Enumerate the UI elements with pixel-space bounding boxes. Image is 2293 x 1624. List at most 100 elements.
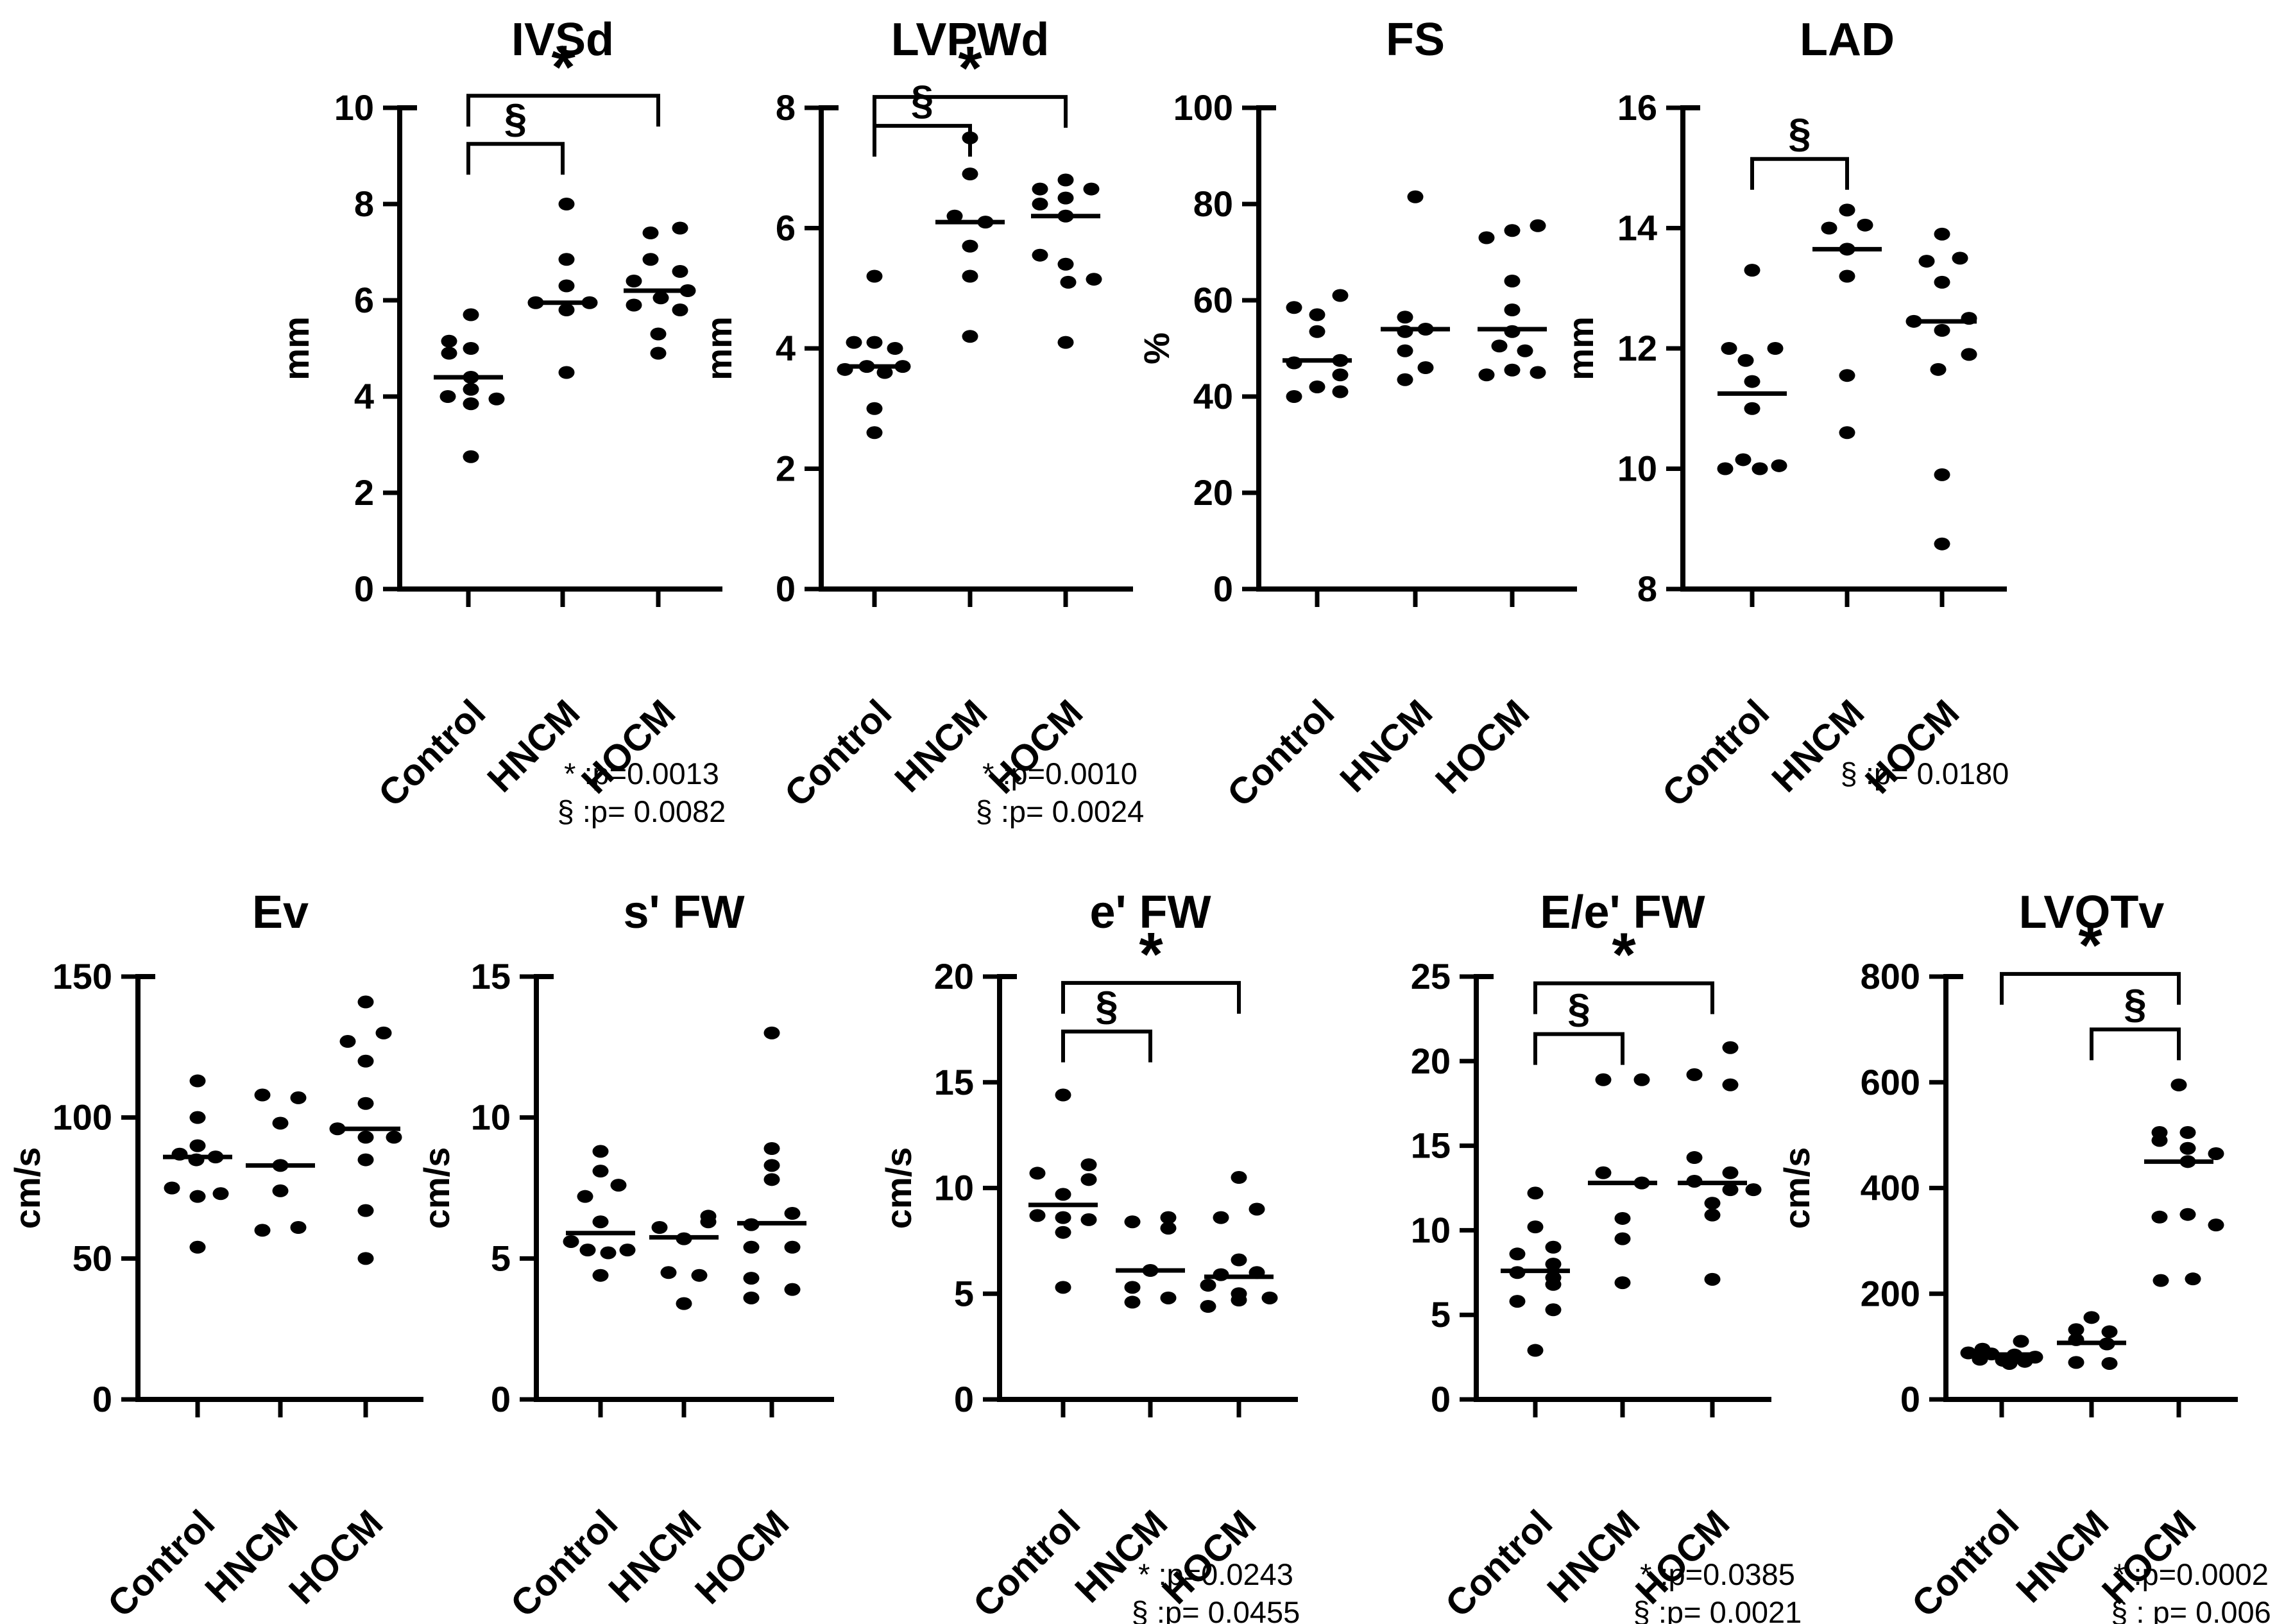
data-point [626, 298, 642, 312]
data-point [1124, 1295, 1141, 1309]
data-point [1839, 426, 1855, 440]
data-point [1744, 375, 1760, 388]
y-axis-label: cm/s [7, 1147, 47, 1229]
data-point [1509, 1247, 1526, 1261]
y-tick-label: 5 [491, 1238, 511, 1278]
data-point [2208, 1147, 2224, 1160]
y-axis [997, 974, 1017, 1399]
data-point [1722, 1078, 1739, 1091]
data-point [1407, 190, 1424, 203]
data-point [1527, 1344, 1544, 1357]
chart-LVOTv: LVOTv0200400600800cm/sControlHNCMHOCM*§*… [1777, 887, 2271, 1624]
data-point [1080, 1213, 1097, 1226]
data-point [439, 390, 456, 403]
data-point [1614, 1276, 1631, 1290]
data-point [1124, 1215, 1141, 1229]
data-point [650, 327, 667, 341]
data-point [1029, 1209, 1046, 1222]
category-label: HOCM [1428, 692, 1537, 801]
y-tick-label: 0 [491, 1379, 511, 1419]
data-point [1080, 1158, 1097, 1172]
y-tick-label: 60 [1193, 280, 1233, 320]
data-point [1080, 1173, 1097, 1186]
y-axis [1680, 105, 1700, 589]
y-tick-label: 0 [1900, 1379, 1920, 1419]
data-point [1086, 273, 1102, 286]
y-axis-label: cm/s [1777, 1147, 1817, 1229]
sig-symbol: * [2078, 911, 2102, 980]
data-point [1721, 342, 1737, 355]
data-point [2179, 1208, 2196, 1221]
data-point [2179, 1155, 2196, 1168]
data-point [651, 1221, 668, 1235]
y-axis [1943, 974, 1963, 1399]
y-axis [534, 974, 554, 1399]
data-point [592, 1215, 609, 1229]
y-tick-label: 2 [776, 449, 796, 489]
data-point [894, 360, 911, 373]
data-point [784, 1283, 801, 1296]
data-point [743, 1240, 760, 1254]
y-tick-label: 5 [954, 1273, 974, 1313]
data-point [1417, 323, 1434, 336]
data-point [2099, 1337, 2115, 1351]
sig-bracket [1533, 981, 1714, 1014]
data-point [763, 1159, 780, 1172]
data-point [1397, 311, 1413, 324]
data-point [1032, 248, 1048, 262]
data-point [1934, 227, 1950, 241]
data-point [652, 291, 669, 305]
data-point [1930, 363, 1947, 376]
data-point [743, 1218, 760, 1231]
sig-bracket [2090, 1027, 2181, 1061]
y-tick-label: 4 [354, 376, 374, 416]
pvalue-text: § :p= 0.0082 [558, 794, 726, 828]
data-point [558, 253, 575, 266]
data-point [691, 1269, 708, 1282]
data-point [763, 1026, 780, 1039]
data-point [1055, 1211, 1071, 1224]
data-point [1261, 1291, 1278, 1304]
data-point [386, 1131, 402, 1144]
y-axis-label: mm [276, 316, 316, 380]
data-point [558, 366, 575, 379]
data-point [1160, 1211, 1177, 1224]
data-point [1057, 173, 1074, 187]
data-point [1934, 468, 1950, 481]
data-point [1771, 459, 1787, 472]
y-tick-label: 4 [776, 328, 796, 368]
chart-title: s' FW [623, 887, 744, 938]
data-point [463, 308, 479, 321]
data-point [626, 275, 642, 287]
data-point [866, 426, 883, 440]
category-label: HNCM [1067, 1502, 1175, 1611]
category-label: HNCM [887, 692, 995, 800]
data-point [1200, 1300, 1216, 1313]
category-label: HNCM [2008, 1502, 2117, 1611]
data-point [1961, 348, 1977, 361]
category-label: HNCM [197, 1502, 305, 1611]
data-point [962, 330, 978, 343]
data-point [2151, 1210, 2168, 1224]
data-point [1744, 402, 1760, 415]
y-axis-label: cm/s [878, 1147, 919, 1229]
data-point [1332, 354, 1349, 367]
data-point [1032, 198, 1048, 210]
data-point [2152, 1274, 2169, 1287]
y-tick-label: 0 [954, 1379, 974, 1419]
chart-title: e' FW [1089, 887, 1211, 938]
data-point [1722, 1166, 1739, 1179]
data-point [1614, 1232, 1631, 1245]
y-tick-label: 100 [1173, 87, 1233, 128]
data-point [1231, 1253, 1247, 1267]
category-label: HNCM [1332, 692, 1440, 800]
data-point [1332, 385, 1349, 398]
data-point [357, 1252, 374, 1265]
sig-symbol: § [1095, 983, 1118, 1029]
y-tick-label: 10 [334, 87, 374, 128]
data-point [1767, 342, 1784, 355]
data-point [672, 303, 688, 316]
data-point [357, 1054, 374, 1068]
